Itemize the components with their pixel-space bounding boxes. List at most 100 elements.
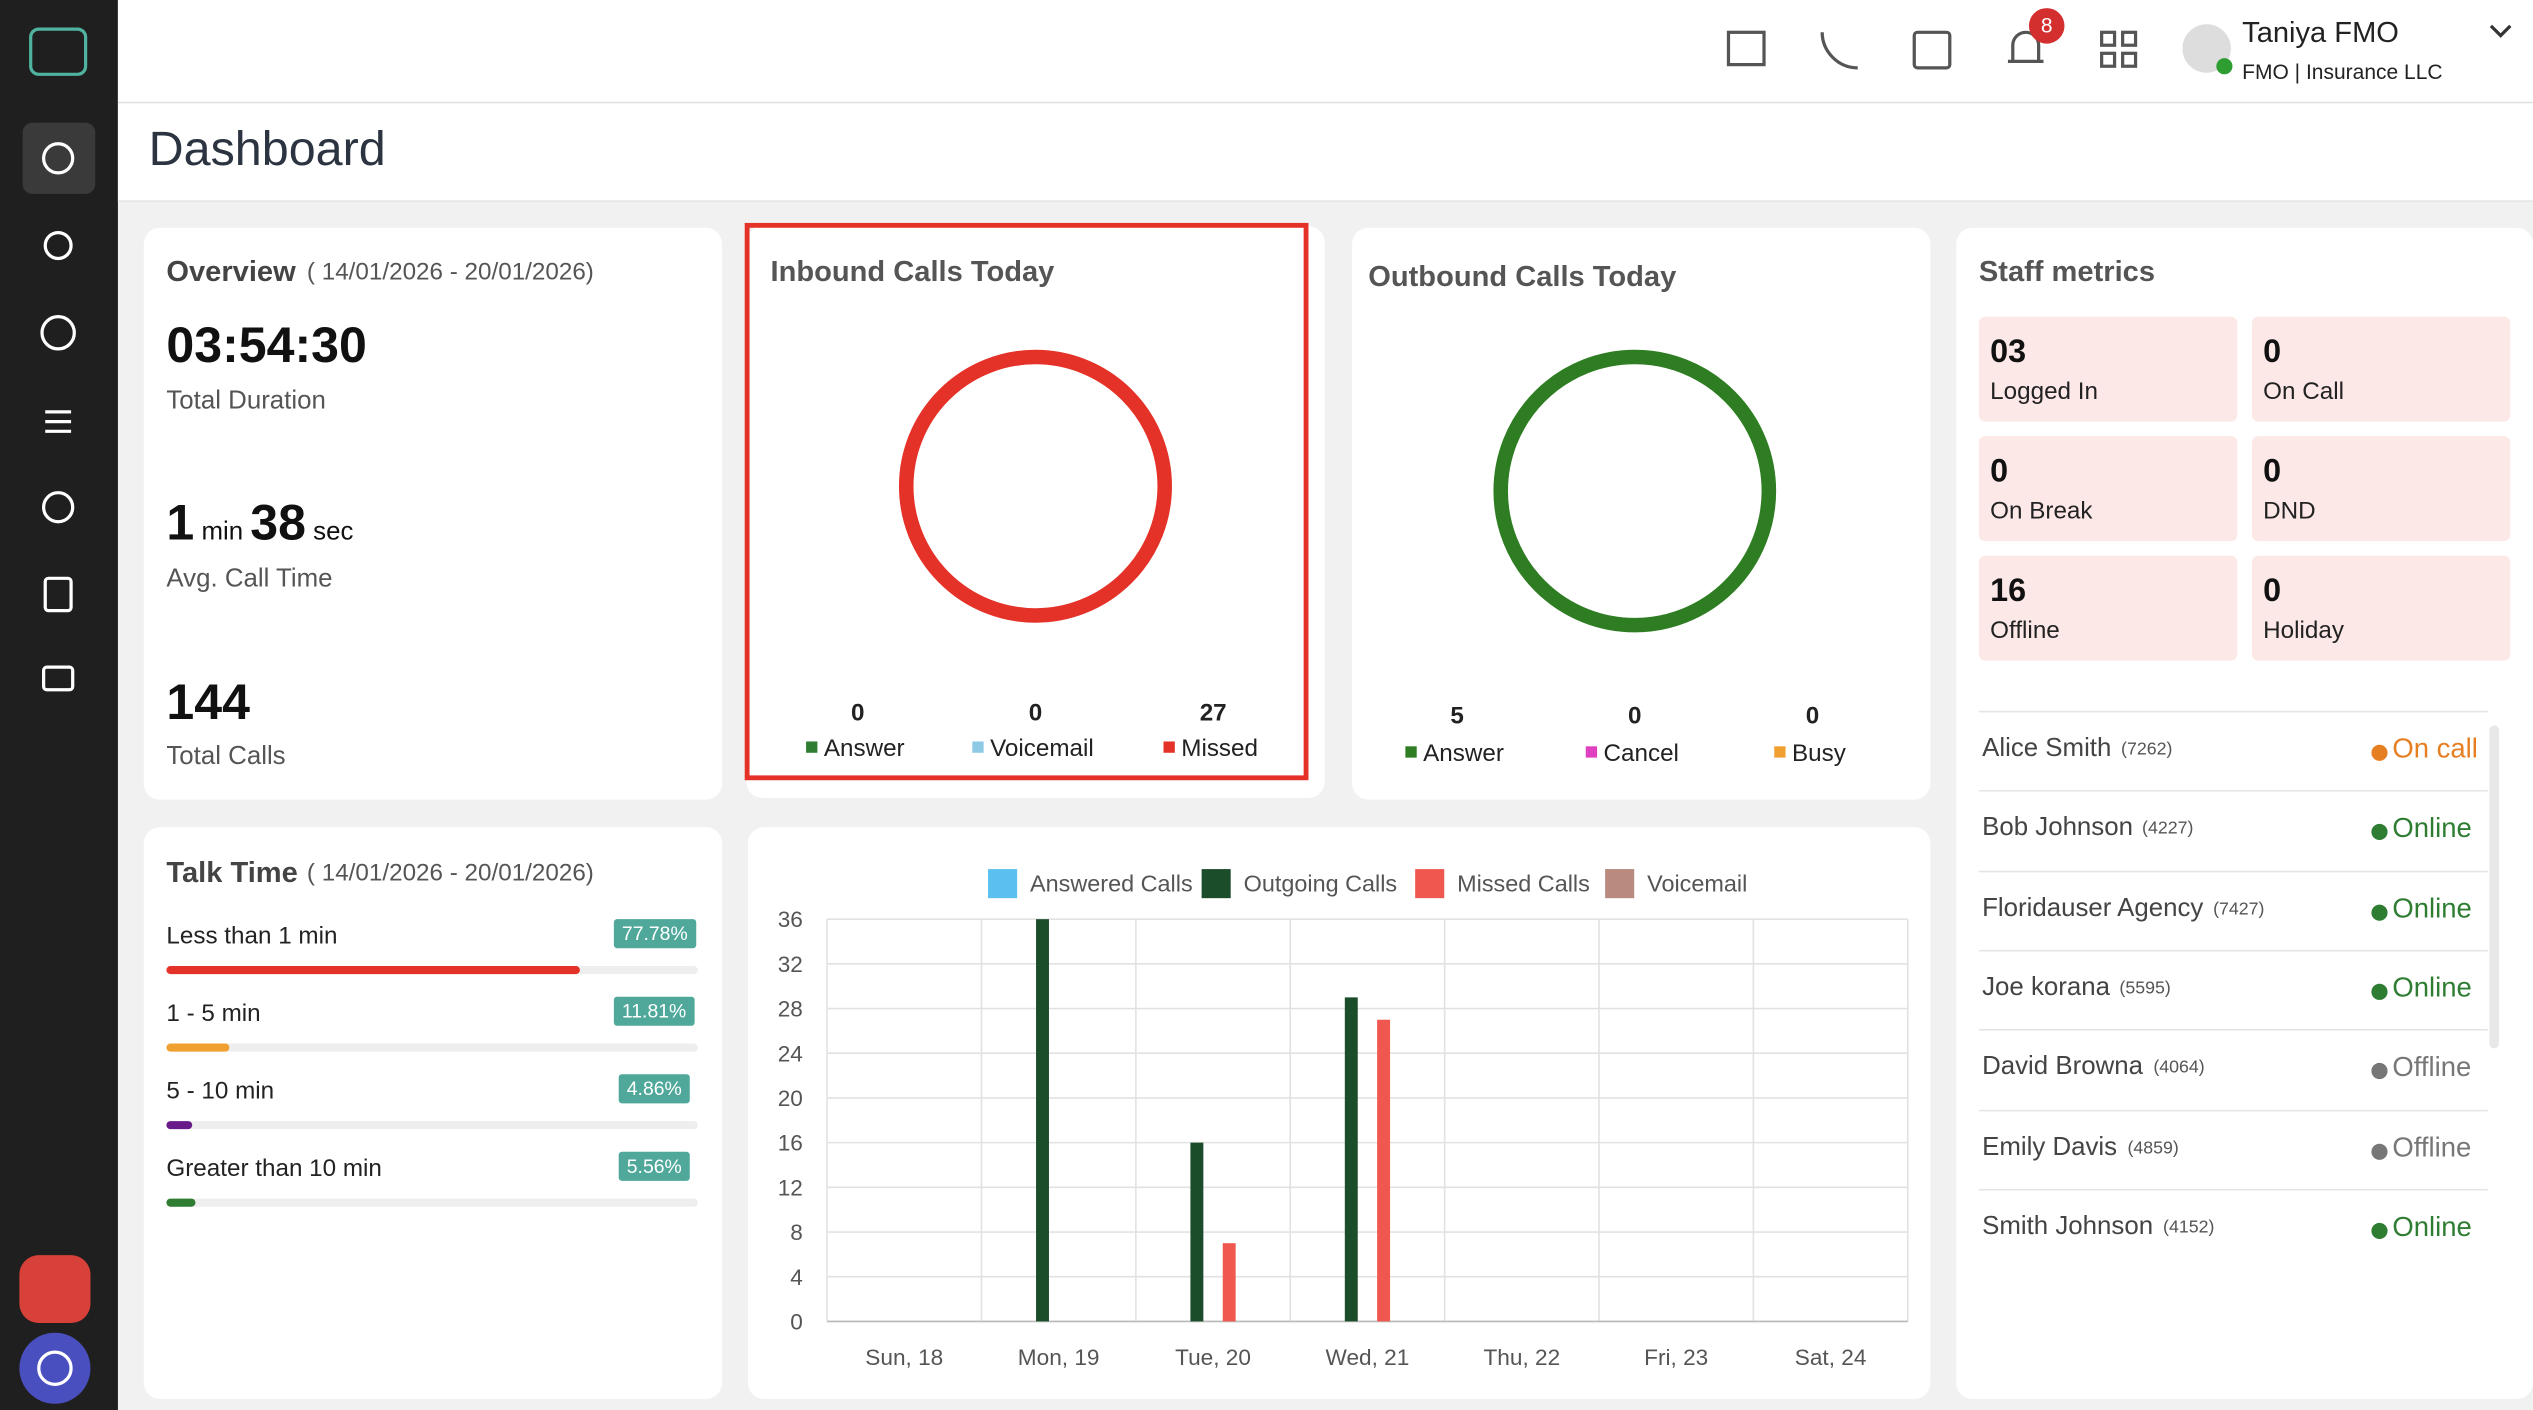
avg-min: 1 [166, 494, 195, 551]
bell-icon[interactable] [2007, 30, 2044, 64]
notification-count: 8 [2040, 12, 2053, 38]
staff-tile-value: 16 [1990, 573, 2027, 610]
top-icons [1726, 8, 2512, 75]
staff-tile: 03 Logged In [1978, 316, 2238, 422]
status-dot [2371, 744, 2388, 761]
talk-time-card [143, 827, 723, 1399]
overview-range: ( 14/01/2026 - 20/01/2026) [306, 258, 594, 286]
talk-bar [166, 966, 580, 975]
avg-sec: 38 [250, 494, 306, 551]
nav-calls[interactable] [42, 491, 75, 524]
member-status: Online [2392, 972, 2472, 1003]
member-ext: (4227) [2142, 819, 2194, 839]
calendar-icon[interactable] [1912, 30, 1952, 70]
staff-tile-value: 0 [1990, 453, 2009, 490]
highlight-box [744, 222, 1309, 781]
sidebar-icons [19, 27, 96, 1404]
staff-tile-value: 03 [1990, 334, 2027, 370]
staff-card: 03 Logged In 0 On Call 0 On Break 0 DND 16 Offlin… [1956, 227, 2533, 1399]
total-duration: 03:54:30 [166, 316, 367, 374]
member-status: Online [2392, 813, 2472, 844]
talk-label: 5 - 10 min [166, 1077, 275, 1105]
member-name: Floridauser Agency [1982, 894, 2204, 922]
talk-track [166, 1198, 698, 1207]
talk-track [166, 1121, 698, 1130]
staff-title: Staff metrics [1978, 255, 2156, 288]
phone-icon[interactable] [1820, 32, 1858, 70]
separator [1978, 870, 2488, 872]
staff-tile: 0 On Break [1978, 436, 2238, 542]
outbound-card [1352, 227, 1931, 800]
member-ext: (7262) [2121, 739, 2173, 760]
nav-users[interactable] [40, 315, 76, 351]
avg-call-time-label: Avg. Call Time [166, 565, 333, 593]
avg-call-time: 1 min 38 sec [166, 494, 353, 552]
separator [1978, 790, 2488, 793]
member-name: Emily Davis [1982, 1133, 2118, 1161]
scrollbar [2489, 725, 2500, 1049]
total-calls-label: Total Calls [166, 743, 286, 771]
staff-tile-value: 0 [2263, 573, 2282, 610]
staff-tile-value: 0 [2263, 334, 2282, 370]
member-name: Bob Johnson [1982, 814, 2133, 843]
overview-card [143, 227, 723, 800]
member-ext: (7427) [2213, 899, 2265, 919]
user-menu-chevron[interactable] [2489, 24, 2512, 38]
staff-tile-label: Offline [1990, 617, 2060, 645]
talk-badge: 5.56% [618, 1151, 690, 1181]
page-header [117, 103, 2533, 202]
separator [1978, 1188, 2488, 1191]
tasks-icon[interactable] [1726, 30, 1766, 67]
nav-contacts[interactable] [43, 231, 73, 261]
member-status: Online [2392, 1211, 2472, 1242]
chat-icon [37, 1350, 73, 1387]
staff-tile: 0 On Call [2251, 316, 2511, 422]
talk-bar [166, 1121, 193, 1130]
nav-dashboard-icon [42, 142, 75, 175]
talk-label: Less than 1 min [166, 922, 338, 950]
sec-unit: sec [313, 518, 354, 547]
staff-tile-label: On Break [1990, 497, 2093, 526]
talk-time-title: Talk Time [166, 856, 298, 889]
separator [1978, 949, 2488, 952]
talk-badge: 77.78% [613, 919, 696, 949]
chat-button[interactable] [19, 1332, 91, 1404]
apps-icon[interactable] [2100, 30, 2138, 68]
member-status: Offline [2392, 1131, 2472, 1163]
member-name: Joe korana [1982, 973, 2110, 1002]
overview-title: Overview [166, 255, 296, 288]
user-role: FMO | Insurance LLC [2242, 59, 2443, 85]
status-dot [2371, 983, 2388, 1000]
status-dot [2371, 903, 2388, 921]
talk-bar [166, 1198, 196, 1207]
talk-label: 1 - 5 min [166, 999, 261, 1028]
talk-time-range: ( 14/01/2026 - 20/01/2026) [306, 859, 594, 887]
nav-list[interactable] [45, 410, 72, 433]
separator [1978, 1029, 2488, 1031]
outbound-title: Outbound Calls Today [1368, 260, 1677, 293]
staff-tile: 0 Holiday [2251, 555, 2511, 661]
presence-dot [2216, 58, 2233, 75]
sidebar [0, 0, 118, 1410]
user-name: Taniya FMO [2242, 16, 2399, 49]
status-dot [2371, 1142, 2388, 1160]
nav-reports[interactable] [43, 576, 73, 613]
staff-tile-value: 0 [2263, 453, 2282, 490]
status-dot [2371, 1063, 2388, 1080]
nav-chat[interactable] [42, 665, 75, 692]
separator [1978, 710, 2488, 713]
status-dot [2371, 824, 2388, 841]
staff-tile: 16 Offline [1978, 555, 2238, 661]
notification-badge [2028, 8, 2065, 44]
staff-tile-label: Logged In [1990, 378, 2098, 406]
member-ext: (4152) [2163, 1217, 2215, 1238]
staff-tile: 0 DND [2251, 436, 2511, 542]
nav-upload[interactable] [19, 1255, 91, 1324]
nav-dashboard[interactable] [22, 122, 96, 194]
member-status: On call [2392, 733, 2478, 765]
staff-tile-label: On Call [2263, 378, 2344, 406]
talk-label: Greater than 10 min [166, 1155, 382, 1183]
member-ext: (4064) [2153, 1058, 2205, 1078]
status-dot [2371, 1222, 2388, 1239]
